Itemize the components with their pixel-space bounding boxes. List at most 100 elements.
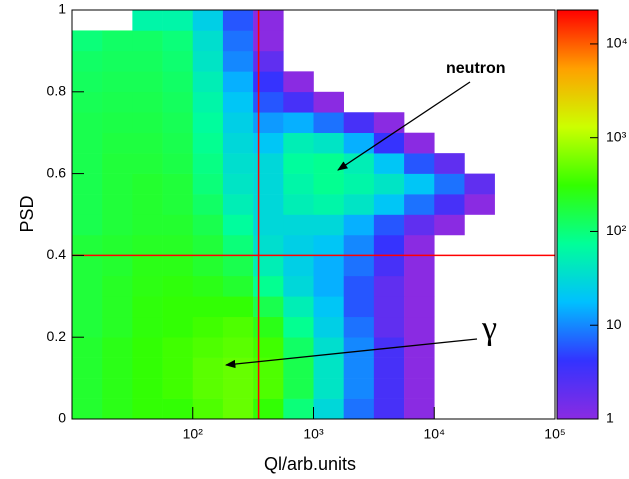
heatmap-cell bbox=[253, 132, 284, 154]
heatmap-cell bbox=[404, 275, 435, 297]
heatmap-cell bbox=[132, 357, 163, 379]
heatmap-cell bbox=[72, 71, 103, 93]
heatmap-cell bbox=[162, 255, 194, 277]
heatmap-cell bbox=[162, 214, 194, 236]
heatmap-cell bbox=[313, 153, 344, 174]
heatmap-cell bbox=[373, 275, 405, 297]
heatmap-cell bbox=[72, 10, 102, 31]
heatmap-cell bbox=[72, 173, 103, 195]
heatmap-cell bbox=[72, 296, 103, 318]
heatmap-cell bbox=[313, 337, 344, 358]
heatmap-cell bbox=[464, 153, 494, 174]
heatmap-cell bbox=[192, 132, 224, 154]
heatmap-cell bbox=[132, 112, 163, 133]
heatmap-cell bbox=[404, 214, 435, 236]
heatmap-cell bbox=[373, 112, 405, 133]
heatmap-cell bbox=[132, 275, 163, 297]
heatmap-cell bbox=[102, 10, 132, 31]
heatmap-cell bbox=[253, 275, 284, 297]
heatmap-cell bbox=[132, 398, 163, 420]
heatmap-cell bbox=[132, 153, 163, 174]
heatmap-cell bbox=[162, 132, 194, 154]
heatmap-cell bbox=[464, 173, 495, 195]
heatmap-cell bbox=[283, 214, 314, 236]
heatmap-cell bbox=[132, 296, 163, 318]
heatmap-cell bbox=[404, 296, 435, 318]
heatmap-cell bbox=[374, 92, 404, 113]
heatmap-cell bbox=[192, 255, 224, 277]
heatmap-cell bbox=[102, 234, 133, 256]
heatmap-cell bbox=[525, 10, 555, 31]
heatmap-cell bbox=[192, 112, 224, 133]
heatmap-cell bbox=[102, 357, 133, 379]
heatmap-cell bbox=[314, 30, 344, 51]
heatmap-cell bbox=[404, 357, 435, 379]
x-tick-label: 10⁵ bbox=[544, 426, 565, 442]
heatmap-cell bbox=[495, 194, 525, 215]
heatmap-cell bbox=[72, 153, 103, 174]
heatmap-cell bbox=[72, 398, 103, 420]
heatmap-cell bbox=[495, 215, 525, 236]
heatmap-cell bbox=[404, 194, 435, 215]
heatmap-cell bbox=[495, 133, 525, 154]
heatmap-cell bbox=[72, 194, 103, 215]
heatmap-cell bbox=[373, 378, 405, 399]
heatmap-cell bbox=[313, 316, 344, 338]
heatmap-cell bbox=[192, 71, 224, 93]
heatmap-cell bbox=[373, 153, 405, 174]
heatmap-cell bbox=[192, 173, 224, 195]
heatmap-cell bbox=[283, 30, 313, 51]
heatmap-cell bbox=[132, 10, 163, 31]
color-bar-tick-label: 10 bbox=[606, 316, 622, 332]
heatmap-cell bbox=[434, 112, 464, 133]
heatmap-cell bbox=[132, 91, 163, 113]
heatmap-cell bbox=[525, 194, 555, 215]
heatmap-cell bbox=[313, 275, 344, 297]
heatmap-cell bbox=[253, 71, 284, 93]
heatmap-cell bbox=[344, 10, 374, 31]
heatmap-cell bbox=[313, 255, 344, 277]
heatmap-cell bbox=[222, 214, 254, 236]
heatmap-cell bbox=[313, 173, 344, 195]
annotation-arrow bbox=[337, 81, 471, 171]
heatmap-cell bbox=[434, 133, 464, 154]
heatmap-cell bbox=[192, 194, 224, 215]
heatmap-cell bbox=[102, 194, 133, 215]
heatmap-cell bbox=[192, 214, 224, 236]
heatmap-cell bbox=[343, 378, 375, 399]
heatmap-cell bbox=[343, 275, 375, 297]
heatmap-cell bbox=[313, 398, 344, 420]
heatmap bbox=[72, 10, 555, 420]
heatmap-cell bbox=[162, 50, 194, 72]
heatmap-cell bbox=[253, 234, 284, 256]
heatmap-cell bbox=[132, 378, 163, 399]
heatmap-cell bbox=[404, 173, 435, 195]
heatmap-cell bbox=[374, 51, 404, 72]
heatmap-cell bbox=[222, 378, 254, 399]
heatmap-cell bbox=[434, 296, 464, 317]
heatmap-cell bbox=[222, 275, 254, 297]
heatmap-cell bbox=[313, 91, 344, 113]
heatmap-cell bbox=[192, 357, 224, 379]
heatmap-cell bbox=[132, 194, 163, 215]
heatmap-cell bbox=[404, 316, 435, 338]
heatmap-cell bbox=[374, 10, 404, 31]
heatmap-cell bbox=[404, 153, 435, 174]
x-tick-label: 10³ bbox=[303, 426, 324, 442]
color-bar bbox=[556, 9, 599, 420]
heatmap-cell bbox=[495, 112, 525, 133]
heatmap-cell bbox=[72, 91, 103, 113]
heatmap-cell bbox=[222, 71, 254, 93]
heatmap-cell bbox=[162, 10, 194, 31]
heatmap-cell bbox=[102, 398, 133, 420]
heatmap-cell bbox=[72, 316, 103, 338]
heatmap-cell bbox=[434, 276, 464, 297]
heatmap-cell bbox=[373, 132, 405, 154]
heatmap-cell bbox=[373, 234, 405, 256]
y-tick-label: 0 bbox=[58, 410, 66, 426]
x-tick-label: 10⁴ bbox=[423, 426, 445, 442]
heatmap-cell bbox=[525, 276, 555, 297]
heatmap-cell bbox=[525, 153, 555, 174]
heatmap-cell bbox=[72, 357, 103, 379]
heatmap-cell bbox=[495, 317, 525, 338]
